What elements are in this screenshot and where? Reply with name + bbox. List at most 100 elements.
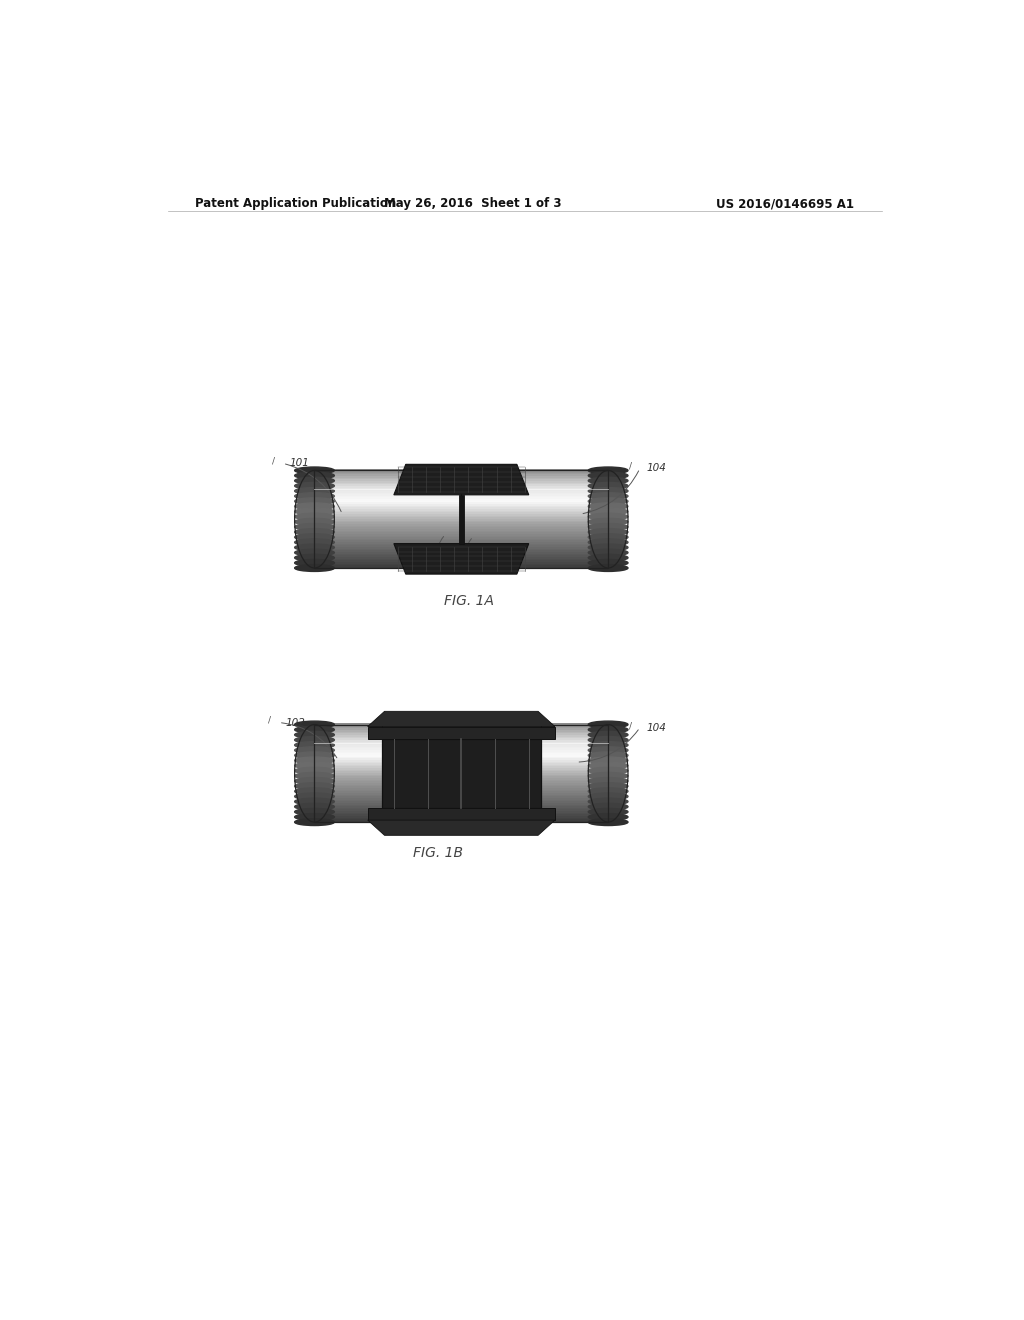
Bar <box>314 768 608 771</box>
Bar <box>314 470 608 471</box>
Bar <box>314 499 608 502</box>
Text: 104: 104 <box>646 722 666 733</box>
Ellipse shape <box>295 793 334 800</box>
Ellipse shape <box>588 473 628 479</box>
Bar <box>314 490 608 491</box>
Ellipse shape <box>295 804 334 810</box>
Bar <box>314 776 608 779</box>
Bar <box>314 801 608 804</box>
Bar <box>314 793 608 795</box>
Bar <box>314 486 608 488</box>
Ellipse shape <box>588 742 628 748</box>
Bar <box>314 487 608 490</box>
Bar <box>314 751 608 754</box>
Bar <box>314 531 608 533</box>
Bar <box>314 803 608 805</box>
Bar <box>314 491 608 492</box>
Bar <box>314 557 608 560</box>
Bar <box>314 738 608 741</box>
Bar <box>314 510 608 511</box>
Bar <box>314 545 608 548</box>
Polygon shape <box>394 544 528 574</box>
Ellipse shape <box>295 519 334 525</box>
Ellipse shape <box>295 742 334 748</box>
Ellipse shape <box>588 544 628 550</box>
Bar <box>314 506 608 508</box>
Bar <box>314 552 608 554</box>
Ellipse shape <box>295 473 334 479</box>
Bar <box>314 511 608 513</box>
Ellipse shape <box>588 783 628 789</box>
Text: 108: 108 <box>468 807 487 816</box>
Ellipse shape <box>295 544 334 550</box>
Bar <box>314 744 608 747</box>
Text: FIG. 1B: FIG. 1B <box>413 846 463 859</box>
Ellipse shape <box>295 513 334 520</box>
Bar <box>314 474 608 477</box>
Bar <box>314 774 608 775</box>
Bar <box>314 549 608 550</box>
Bar <box>314 771 608 774</box>
Ellipse shape <box>295 524 334 531</box>
Ellipse shape <box>295 758 334 764</box>
Bar <box>314 763 608 766</box>
Bar <box>314 560 608 562</box>
Ellipse shape <box>295 482 334 490</box>
Bar <box>314 781 608 784</box>
Ellipse shape <box>295 721 334 727</box>
Text: /: / <box>271 457 274 466</box>
Ellipse shape <box>295 539 334 545</box>
Bar <box>314 537 608 540</box>
Bar <box>314 788 608 791</box>
Bar <box>314 540 608 543</box>
Ellipse shape <box>295 777 334 784</box>
Ellipse shape <box>588 508 628 515</box>
Bar <box>314 796 608 799</box>
Bar <box>314 565 608 568</box>
Bar <box>314 789 608 792</box>
Bar <box>314 760 608 762</box>
Bar <box>314 758 608 760</box>
Bar <box>314 795 608 797</box>
Bar <box>368 726 555 739</box>
Ellipse shape <box>588 467 628 474</box>
Bar <box>314 504 608 507</box>
Ellipse shape <box>588 731 628 738</box>
Bar <box>314 725 608 727</box>
Bar <box>314 524 608 527</box>
Ellipse shape <box>588 799 628 805</box>
Ellipse shape <box>588 503 628 510</box>
Ellipse shape <box>295 788 334 795</box>
Bar <box>314 730 608 733</box>
Bar <box>314 727 608 729</box>
Text: FIG. 1A: FIG. 1A <box>444 594 495 607</box>
Bar <box>314 729 608 730</box>
Bar <box>314 539 608 541</box>
Ellipse shape <box>588 533 628 541</box>
Bar <box>314 568 608 569</box>
Text: 101: 101 <box>289 458 309 469</box>
Bar <box>314 558 608 561</box>
Bar <box>314 473 608 475</box>
Bar <box>314 780 608 781</box>
Bar <box>314 813 608 814</box>
Bar <box>314 816 608 818</box>
Bar <box>314 770 608 772</box>
Bar <box>314 741 608 742</box>
Bar <box>314 747 608 748</box>
Bar <box>314 791 608 793</box>
Bar <box>314 483 608 484</box>
Ellipse shape <box>295 813 334 821</box>
Ellipse shape <box>295 726 334 733</box>
Ellipse shape <box>588 528 628 536</box>
Ellipse shape <box>588 492 628 499</box>
Bar <box>314 544 608 546</box>
Bar <box>314 553 608 556</box>
Bar <box>314 513 608 516</box>
Ellipse shape <box>295 762 334 770</box>
Text: Patent Application Publication: Patent Application Publication <box>196 197 396 210</box>
Ellipse shape <box>295 799 334 805</box>
Ellipse shape <box>588 747 628 754</box>
Text: 108: 108 <box>472 560 492 570</box>
Ellipse shape <box>588 762 628 770</box>
